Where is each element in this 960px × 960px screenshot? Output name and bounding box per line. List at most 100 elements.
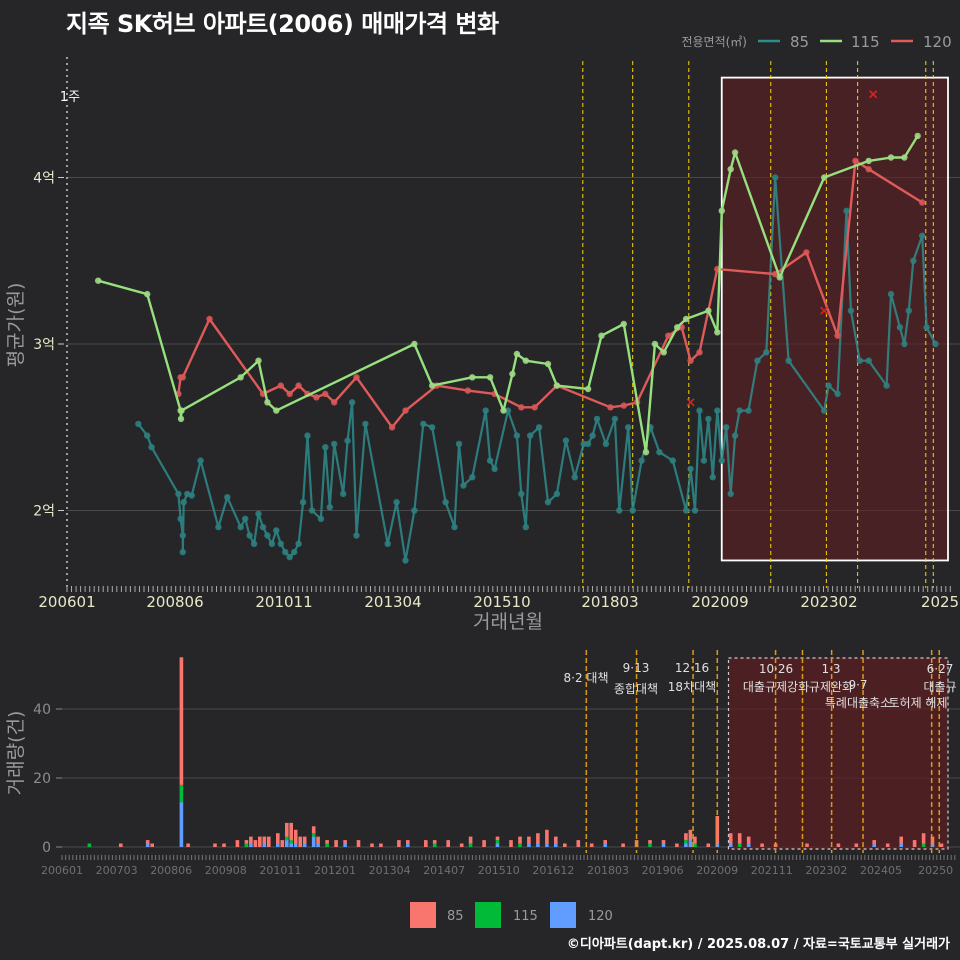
bar-120-10 — [249, 843, 253, 847]
bar-115-24 — [325, 843, 329, 847]
series-85-point-80 — [700, 457, 708, 464]
bar-85-16 — [280, 840, 285, 847]
series-85-point-72 — [638, 457, 645, 464]
series-85-point-20 — [268, 540, 276, 547]
bar-85-72 — [930, 836, 935, 844]
bar-85-6 — [213, 843, 217, 847]
top-series — [95, 132, 939, 564]
bar-85-12 — [258, 836, 262, 847]
bar-85-24 — [325, 840, 329, 844]
series-115-point-20 — [598, 332, 605, 339]
series-85-point-108 — [923, 324, 930, 331]
bar-120-54 — [684, 843, 688, 847]
bar-85-14 — [267, 836, 271, 847]
series-85-point-25 — [291, 548, 298, 556]
bar-85-21 — [302, 836, 307, 844]
series-85-point-58 — [535, 424, 543, 431]
series-85-point-86 — [727, 490, 734, 498]
series-85-point-53 — [504, 407, 512, 414]
series-85-point-66 — [593, 415, 601, 423]
series-85-point-95 — [825, 382, 832, 389]
series-85-point-60 — [553, 490, 561, 498]
credit-text: ©디아파트(dapt.kr) / 2025.08.07 / 자료=국토교통부 실… — [566, 937, 950, 952]
series-85-point-28 — [304, 432, 311, 439]
bottom-xtick-label-12: 202009 — [696, 864, 738, 877]
bottom-xtick-label-10: 201803 — [587, 864, 629, 877]
bar-85-46 — [576, 840, 581, 847]
series-85-point-54 — [513, 432, 521, 439]
bar-85-47 — [589, 843, 594, 847]
bar-85-48 — [603, 840, 607, 844]
series-120-point-14 — [402, 407, 409, 414]
bar-85-73 — [939, 843, 944, 847]
bottom-xtick-label-16: 20250 — [918, 864, 953, 877]
series-85-point-51 — [486, 457, 494, 464]
series-115-point-6 — [255, 357, 262, 364]
bottom-xtick-label-15: 202405 — [860, 864, 902, 877]
bar-120-55 — [688, 840, 693, 847]
bar-115-60 — [737, 843, 742, 847]
bar-85-69 — [899, 836, 903, 844]
series-85-point-81 — [705, 415, 712, 423]
bar-115-38 — [495, 840, 500, 844]
series-85-point-30 — [317, 515, 325, 522]
series-85-point-85 — [723, 424, 730, 431]
series-120-point-18 — [518, 404, 525, 411]
series-85-point-17 — [255, 510, 262, 517]
policy-label-2-line-0: 12·16 — [675, 661, 709, 675]
bar-85-62 — [760, 843, 764, 847]
series-115-point-13 — [500, 407, 507, 414]
bar-120-21 — [302, 843, 307, 847]
series-85-point-12 — [224, 494, 231, 501]
bar-85-23 — [316, 836, 320, 844]
series-85-point-26 — [295, 540, 302, 547]
series-85-point-4 — [177, 515, 184, 522]
series-85-point-10 — [197, 457, 204, 464]
bar-85-19 — [293, 829, 298, 844]
series-85-point-76 — [682, 507, 690, 514]
series-85-point-100 — [865, 357, 872, 364]
bar-85-32 — [424, 840, 428, 847]
series-120-point-10 — [322, 390, 329, 398]
series-115-point-27 — [705, 307, 712, 314]
bar-120-19 — [293, 843, 298, 847]
top-ytick-label-1: 3억 — [33, 337, 55, 353]
bar-85-44 — [554, 836, 558, 844]
bar-85-7 — [222, 843, 226, 847]
series-115-point-11 — [469, 374, 476, 381]
series-85-point-18 — [259, 523, 267, 531]
bar-85-66 — [854, 843, 859, 847]
bar-85-57 — [706, 843, 711, 847]
bar-85-28 — [370, 843, 374, 847]
bottom-xtick-label-6: 201304 — [369, 864, 411, 877]
series-85-point-49 — [469, 474, 476, 481]
series-85-point-27 — [299, 499, 307, 506]
series-85-point-83 — [714, 407, 721, 414]
bottom-x-axis: 200601 200703 200806 200908 201011 201201 2013… — [41, 864, 953, 877]
bottom-highlight-region — [727, 657, 949, 850]
bar-115-33 — [432, 843, 437, 847]
bar-115-54 — [684, 840, 688, 844]
series-85-point-47 — [455, 440, 463, 448]
policy-label-7-line-1: 대출규 — [923, 680, 956, 694]
top-xtick-label-0: 200601 — [38, 593, 95, 611]
series-120-point-32 — [852, 157, 859, 165]
bar-85-70 — [912, 840, 917, 847]
series-85-point-61 — [562, 437, 570, 444]
bottom-legend: 85 115 120 — [410, 902, 613, 928]
bar-120-43 — [545, 843, 549, 847]
series-115-point-23 — [651, 340, 659, 348]
series-85-point-14 — [242, 515, 249, 522]
bottom-y-axis: 0 20 40 — [33, 702, 62, 856]
bottom-xtick-label-11: 201906 — [642, 864, 684, 877]
series-85-point-68 — [611, 415, 619, 423]
bar-85-38 — [495, 836, 500, 841]
legend-bottom-115-swatch — [475, 902, 501, 928]
series-85-point-48 — [460, 482, 467, 489]
bar-120-61 — [746, 843, 751, 847]
bar-85-43 — [545, 829, 549, 844]
series-85-point-94 — [821, 407, 828, 414]
bar-85-17 — [285, 822, 289, 837]
policy-label-6-line-1: 토허제 해제 — [888, 696, 947, 710]
series-115-point-0 — [95, 277, 102, 284]
